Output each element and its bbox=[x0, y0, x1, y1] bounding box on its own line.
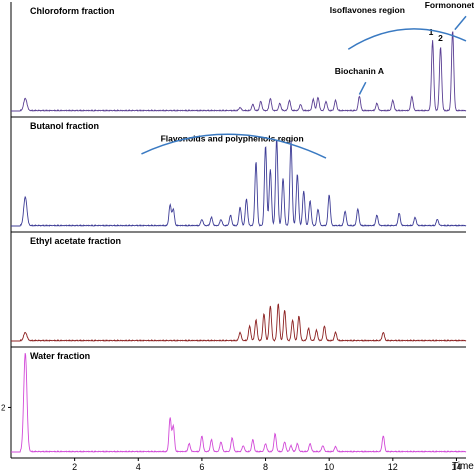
chloroform-region-markers bbox=[347, 15, 467, 95]
panel-chloroform-trace bbox=[11, 31, 467, 112]
panel-chloroform-title: Chloroform fraction bbox=[30, 6, 115, 16]
panel-water-trace bbox=[11, 353, 467, 453]
formononetin-pointer bbox=[454, 15, 467, 31]
panel-ethyl-acetate: Ethyl acetate fraction bbox=[10, 232, 467, 348]
panel-butanol-annotation-0: Flavonoids and polyphenols region bbox=[161, 134, 304, 144]
panels-group: Chloroform fraction Isoflavones region Bio… bbox=[1, 0, 474, 459]
x-axis-label: Time bbox=[452, 461, 474, 472]
panel-ethyl-acetate-title: Ethyl acetate fraction bbox=[30, 236, 121, 246]
panel-chloroform-annotation-1: Biochanin A bbox=[335, 66, 384, 76]
x-axis: 2 4 6 8 10 12 14 bbox=[11, 457, 466, 472]
panel-chloroform-annotation-0: Isoflavones region bbox=[330, 5, 405, 15]
x-tick-label-3: 8 bbox=[263, 462, 268, 472]
x-tick-label-2: 6 bbox=[199, 462, 204, 472]
biochanin-a-pointer bbox=[358, 81, 367, 95]
panel-chloroform: Chloroform fraction Isoflavones region Bio… bbox=[10, 0, 474, 118]
x-tick-label-4: 10 bbox=[324, 462, 334, 472]
panel-butanol-trace bbox=[11, 139, 467, 227]
isoflavones-region-bracket bbox=[347, 28, 467, 50]
x-tick-label-5: 12 bbox=[388, 462, 398, 472]
panel-chloroform-annotation-2: Formononetin bbox=[425, 0, 474, 10]
flavonoids-region-bracket bbox=[141, 133, 327, 159]
panel-chloroform-annotation-3: 1 bbox=[429, 27, 434, 37]
x-tick-label-1: 4 bbox=[136, 462, 141, 472]
panel-chloroform-annotation-4: 2 bbox=[438, 33, 443, 43]
x-tick-label-0: 2 bbox=[72, 462, 77, 472]
panel-butanol-title: Butanol fraction bbox=[30, 121, 99, 131]
x-tick-label-6: 14 bbox=[451, 462, 461, 472]
panel-water-y-tick-label-0: 2 bbox=[1, 403, 6, 412]
panel-butanol: Butanol fraction Flavonoids and polypheno… bbox=[10, 117, 467, 233]
panel-ethyl-acetate-trace bbox=[11, 303, 467, 342]
panel-water-title: Water fraction bbox=[30, 351, 90, 361]
